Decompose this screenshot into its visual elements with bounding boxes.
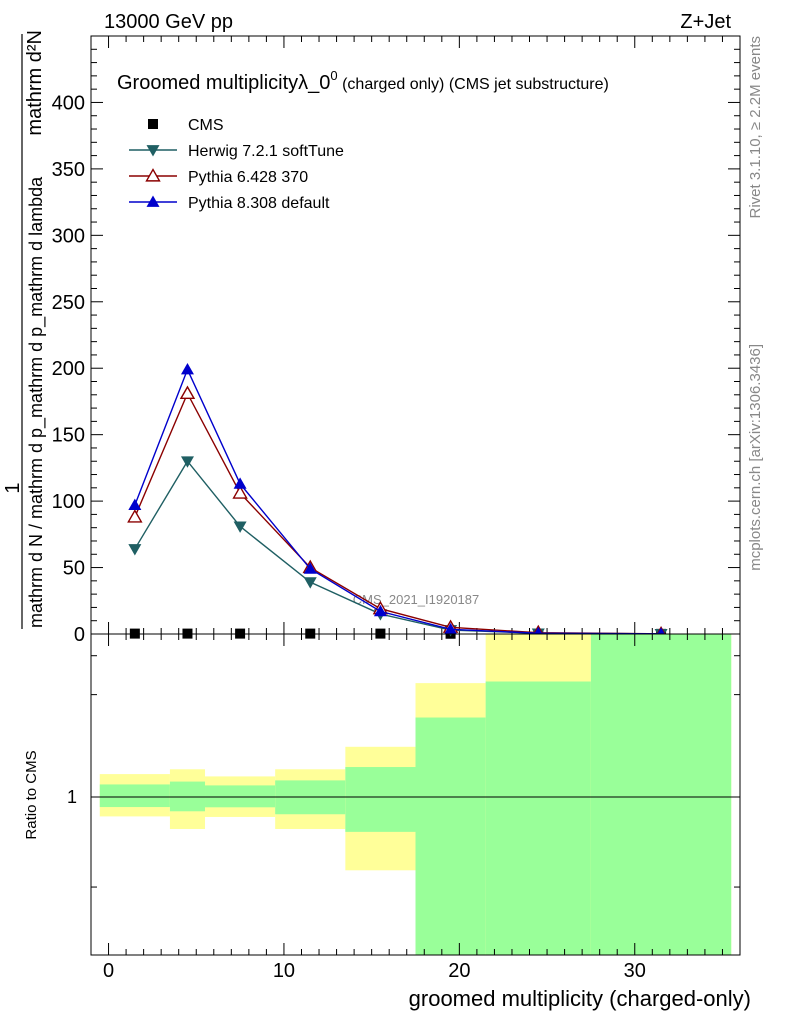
- legend-label: Herwig 7.2.1 softTune: [188, 143, 344, 160]
- legend-label: CMS: [188, 117, 224, 134]
- energy-label: 13000 GeV pp: [104, 11, 233, 33]
- legend-marker: [145, 168, 161, 182]
- data-point: [128, 544, 142, 556]
- process-label: Z+Jet: [680, 11, 731, 33]
- y-tick-label: 400: [52, 92, 85, 114]
- data-point: [179, 385, 196, 400]
- data-point: [128, 498, 142, 510]
- rivet-label: Rivet 3.1.10, ≥ 2.2M events: [747, 36, 764, 219]
- ratio-y-tick-label: 1: [67, 787, 77, 807]
- data-point: [232, 485, 248, 499]
- y-tick-label: 50: [63, 558, 85, 580]
- y-tick-label: 200: [52, 358, 85, 380]
- legend-marker: [146, 145, 160, 157]
- y-label-top: mathrm d²N: [24, 30, 46, 136]
- x-tick-label: 20: [448, 960, 470, 982]
- legend-label: Pythia 8.308 default: [188, 195, 330, 212]
- legend-label: Pythia 6.428 370: [188, 169, 308, 186]
- y-tick-label: 300: [52, 225, 85, 247]
- x-tick-label: 0: [103, 960, 114, 982]
- x-tick-label: 30: [624, 960, 646, 982]
- x-tick-label: 10: [273, 960, 295, 982]
- y-tick-label: 350: [52, 159, 85, 181]
- series-line-2: [134, 391, 662, 635]
- ratio-bands: [99, 634, 732, 955]
- series-line-3: [134, 367, 662, 635]
- data-point: [180, 363, 194, 375]
- series-line-1: [134, 460, 662, 635]
- legend-marker: [146, 195, 160, 207]
- mcplots-label: mcplots.cern.ch [arXiv:1306.3436]: [747, 344, 764, 571]
- legend-marker: [148, 119, 158, 129]
- chart-title-suffix: (charged only) (CMS jet substructure): [338, 76, 609, 93]
- uncertainty-band-inner: [169, 781, 206, 812]
- data-point: [373, 604, 387, 617]
- ratio-panel-frame: [90, 633, 741, 956]
- data-point: [303, 562, 317, 574]
- y-tick-label: 150: [52, 425, 85, 447]
- legend: CMS Herwig 7.2.1 softTune Pythia 6.428 370…: [129, 117, 344, 212]
- main-y-axis: 0 50 100 150 200 250 300 350 400: [52, 48, 740, 646]
- uncertainty-band-inner: [205, 785, 276, 808]
- x-axis-label: groomed multiplicity (charged-only): [409, 986, 751, 1011]
- analysis-watermark: CMS_2021_I1920187: [353, 592, 480, 607]
- y-tick-label: 0: [74, 624, 85, 646]
- data-point: [180, 456, 194, 468]
- y-tick-label: 250: [52, 292, 85, 314]
- ratio-y-label: Ratio to CMS: [23, 750, 40, 839]
- chart-title: Groomed multiplicityλ_00 (charged only) …: [117, 68, 609, 94]
- y-label-denominator: mathrm d N / mathrm d p_mathrm d p_mathr…: [26, 176, 47, 628]
- ratio-ticks: 0 10 20 30: [91, 634, 740, 982]
- chart-title-superscript: 0: [330, 68, 337, 83]
- data-point: [233, 477, 247, 489]
- chart-title-main: Groomed multiplicityλ_0: [117, 72, 330, 94]
- y-label-numerator: 1: [2, 482, 24, 493]
- data-point: [444, 622, 458, 635]
- uncertainty-band-inner: [415, 717, 486, 955]
- uncertainty-band-inner: [99, 784, 170, 808]
- data-point: [127, 509, 143, 523]
- y-tick-label: 100: [52, 491, 85, 513]
- uncertainty-band-inner: [485, 681, 591, 955]
- uncertainty-band-inner: [345, 767, 416, 832]
- data-point: [233, 521, 247, 533]
- data-point: [303, 577, 317, 589]
- uncertainty-band-inner: [590, 634, 732, 955]
